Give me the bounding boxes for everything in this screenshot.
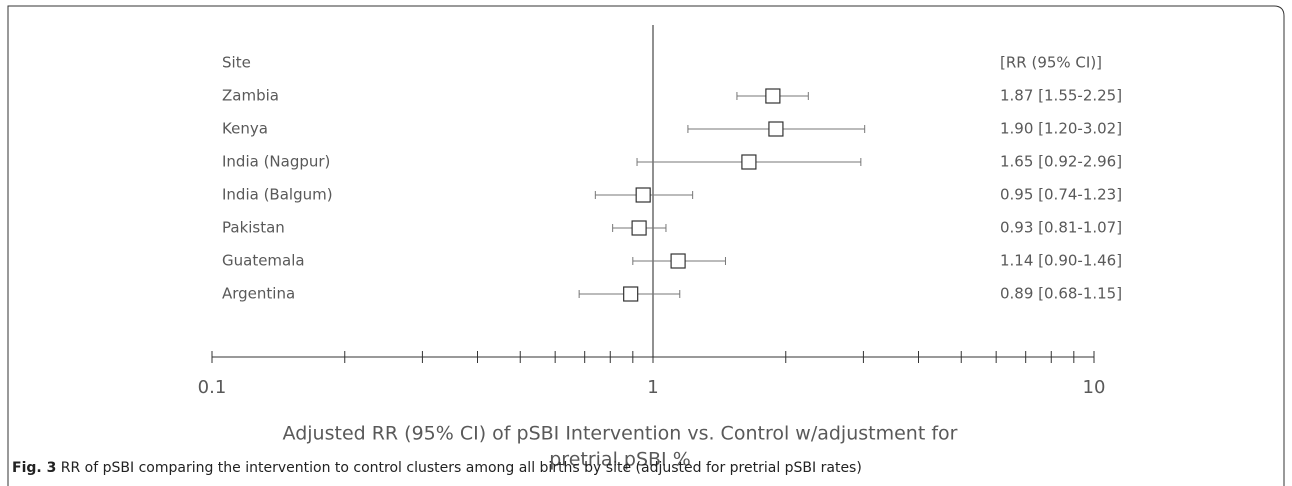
value-label: 0.93 [0.81-1.07] xyxy=(1000,219,1122,237)
point-estimate xyxy=(768,121,784,137)
site-label: Kenya xyxy=(222,120,268,138)
site-label: India (Balgum) xyxy=(222,186,333,204)
frame xyxy=(7,5,1285,486)
site-label: India (Nagpur) xyxy=(222,153,330,171)
x-tick-label: 0.1 xyxy=(198,377,227,398)
point-estimate xyxy=(741,154,757,170)
point-estimate xyxy=(623,286,639,302)
value-label: 0.89 [0.68-1.15] xyxy=(1000,285,1122,303)
column-header: [RR (95% CI)] xyxy=(1000,54,1102,72)
value-label: 1.87 [1.55-2.25] xyxy=(1000,87,1122,105)
value-label: 0.95 [0.74-1.23] xyxy=(1000,186,1122,204)
site-label: Guatemala xyxy=(222,252,305,270)
value-label: 1.65 [0.92-2.96] xyxy=(1000,153,1122,171)
x-axis-label: pretrial pSBI % xyxy=(549,449,691,471)
site-label: Zambia xyxy=(222,87,279,105)
point-estimate xyxy=(635,187,651,203)
x-tick-label: 10 xyxy=(1083,377,1106,398)
value-label: 1.90 [1.20-3.02] xyxy=(1000,120,1122,138)
point-estimate xyxy=(670,253,686,269)
caption: Fig. 3 RR of pSBI comparing the interven… xyxy=(12,460,862,476)
x-axis-label: Adjusted RR (95% CI) of pSBI Interventio… xyxy=(283,423,958,445)
column-header: Site xyxy=(222,54,251,72)
caption-text: RR of pSBI comparing the intervention to… xyxy=(60,460,862,476)
x-tick-label: 1 xyxy=(647,377,658,398)
caption-label: Fig. 3 xyxy=(12,460,57,476)
point-estimate xyxy=(765,88,781,104)
point-estimate xyxy=(631,220,647,236)
site-label: Pakistan xyxy=(222,219,285,237)
value-label: 1.14 [0.90-1.46] xyxy=(1000,252,1122,270)
site-label: Argentina xyxy=(222,285,295,303)
